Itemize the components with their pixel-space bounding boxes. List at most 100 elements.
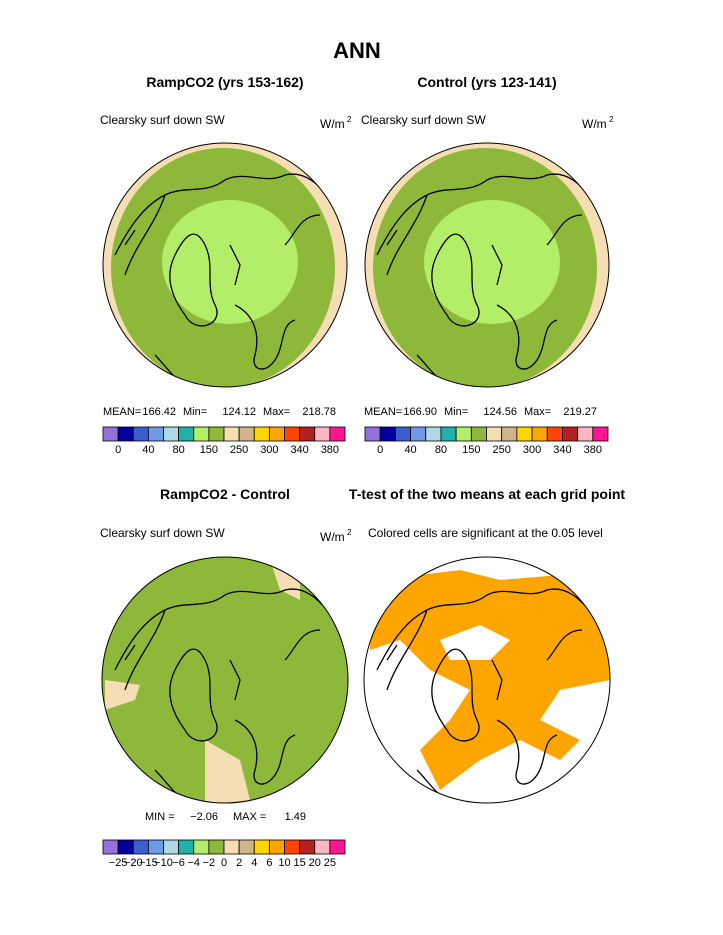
map <box>103 143 347 387</box>
colorbar-label: −15 <box>139 857 158 869</box>
colorbar-label: 40 <box>404 444 416 456</box>
colorbar-box <box>193 426 210 442</box>
colorbar-box <box>208 839 225 855</box>
panel-title: T-test of the two means at each grid poi… <box>349 486 625 502</box>
colorbar-label: 340 <box>553 444 571 456</box>
colorbar-box <box>178 839 195 855</box>
stat-value: 166.42 <box>142 406 176 418</box>
colorbar-label: 380 <box>321 444 339 456</box>
colorbar-label: −25 <box>109 857 128 869</box>
colorbar-box <box>329 426 346 442</box>
map <box>365 143 609 387</box>
stat-label: Max= <box>524 406 551 418</box>
colorbar-label: 150 <box>200 444 218 456</box>
units: W/m <box>320 530 345 544</box>
colorbar-box <box>299 839 316 855</box>
units: W/m <box>582 117 607 131</box>
colorbar-box <box>577 426 594 442</box>
colorbar-box <box>410 426 427 442</box>
colorbar-box <box>284 839 301 855</box>
colorbar-box <box>193 839 210 855</box>
stat-label: MEAN= <box>364 406 402 418</box>
colorbar-label: −2 <box>203 857 216 869</box>
colorbar-label: 80 <box>435 444 447 456</box>
colorbar-box <box>314 426 331 442</box>
stat-label: MEAN= <box>103 406 141 418</box>
colorbar-label: −10 <box>154 857 173 869</box>
colorbar-label: 25 <box>324 857 336 869</box>
colorbar-label: 6 <box>266 857 272 869</box>
stat-value: 219.27 <box>563 406 597 418</box>
map-border <box>102 142 348 388</box>
colorbar-box <box>238 426 255 442</box>
colorbar-box <box>364 426 381 442</box>
colorbar-label: 80 <box>173 444 185 456</box>
colorbar-box <box>329 839 346 855</box>
stat-value: 1.49 <box>285 811 306 823</box>
colorbar-box <box>102 426 119 442</box>
colorbar-box <box>163 839 180 855</box>
variable-label: Clearsky surf down SW <box>361 113 486 127</box>
stat-value: 124.56 <box>483 406 517 418</box>
stat-value: −2.06 <box>190 811 218 823</box>
colorbar-box <box>178 426 195 442</box>
panel-title: RampCO2 (yrs 153-162) <box>146 74 303 90</box>
map <box>364 557 610 803</box>
colorbar-box <box>440 426 457 442</box>
colorbar-label: 380 <box>584 444 602 456</box>
colorbar-label: −4 <box>187 857 200 869</box>
colorbar-box <box>470 426 487 442</box>
colorbar-box <box>592 426 609 442</box>
colorbar-label: 300 <box>260 444 278 456</box>
colorbar-box <box>562 426 579 442</box>
units-power: 2 <box>347 528 352 537</box>
colorbar-label: 0 <box>377 444 383 456</box>
panel-title: Control (yrs 123-141) <box>417 74 556 90</box>
units: W/m <box>320 117 345 131</box>
colorbar-label: 250 <box>493 444 511 456</box>
map-border <box>364 142 610 388</box>
panel-title: RampCO2 - Control <box>160 486 290 502</box>
colorbar-box <box>268 839 285 855</box>
colorbar-label: −6 <box>172 857 185 869</box>
colorbar-box <box>223 426 240 442</box>
colorbar-box <box>486 426 503 442</box>
colorbar-box <box>516 426 533 442</box>
colorbar-box <box>223 839 240 855</box>
stat-value: 124.12 <box>222 406 256 418</box>
stat-label: MIN = <box>145 811 175 823</box>
colorbar-box <box>379 426 396 442</box>
colorbar-box <box>147 839 164 855</box>
stat-value: 218.78 <box>302 406 336 418</box>
colorbar-box <box>208 426 225 442</box>
colorbar-label: 20 <box>309 857 321 869</box>
colorbar-label: 40 <box>142 444 154 456</box>
colorbar-box <box>253 426 270 442</box>
colorbar-label: 300 <box>523 444 541 456</box>
colorbar-box <box>425 426 442 442</box>
map-border <box>101 556 349 804</box>
colorbar-label: 0 <box>115 444 121 456</box>
stat-label: Min= <box>183 406 207 418</box>
colorbar-box <box>132 839 149 855</box>
colorbar-label: 250 <box>230 444 248 456</box>
colorbar-label: 15 <box>294 857 306 869</box>
colorbar-box <box>102 839 119 855</box>
colorbar-box <box>284 426 301 442</box>
variable-label: Clearsky surf down SW <box>100 526 225 540</box>
colorbar-box <box>394 426 411 442</box>
variable-label: Clearsky surf down SW <box>100 113 225 127</box>
colorbar-label: 10 <box>278 857 290 869</box>
map <box>102 557 348 803</box>
colorbar-box <box>314 839 331 855</box>
colorbar-box <box>299 426 316 442</box>
colorbar-label: 0 <box>221 857 227 869</box>
stat-label: MAX = <box>233 811 266 823</box>
units-power: 2 <box>609 115 614 124</box>
colorbar-label: −20 <box>124 857 143 869</box>
colorbar-box <box>117 839 134 855</box>
colorbar-label: 340 <box>290 444 308 456</box>
figure-title: ANN <box>333 38 381 63</box>
colorbar-box <box>117 426 134 442</box>
